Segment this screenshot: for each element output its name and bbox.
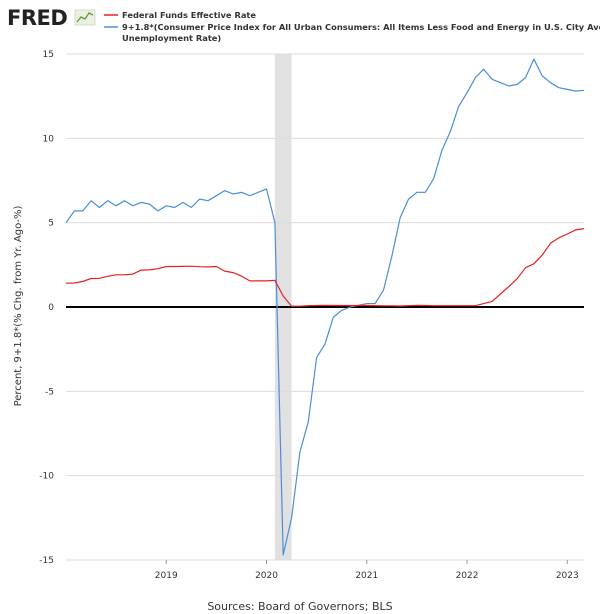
series-lines: [65, 58, 585, 556]
y-tick-label: -15: [39, 556, 54, 566]
x-tick-label: 2021: [355, 571, 378, 581]
fred-logo[interactable]: FRED: [7, 6, 96, 30]
x-axis-ticks: 2019 2020 2021 2022 2023: [155, 560, 579, 581]
y-tick-label: 5: [48, 219, 54, 229]
y-axis-label: Percent, 9+1.8*(% Chg. from Yr. Ago-%): [13, 205, 24, 406]
x-tick-label: 2023: [556, 571, 579, 581]
fred-logo-graph-icon: [74, 9, 96, 26]
y-tick-label: 15: [43, 50, 54, 60]
sources-note: Sources: Board of Governors; BLS: [207, 600, 392, 613]
legend-label-series-0: Federal Funds Effective Rate: [122, 10, 256, 20]
y-axis-ticks: 15 10 5 0 -5 -10 -15: [39, 50, 54, 566]
grid-lines: [66, 53, 584, 561]
fred-logo-text: FRED: [7, 6, 67, 30]
plot-area: 15 10 5 0 -5 -10 -15 2019 2020 2021 2022 2023: [39, 50, 585, 581]
series-line-0: [65, 228, 585, 307]
legend: Federal Funds Effective Rate 9+1.8*(Cons…: [104, 10, 600, 43]
y-tick-label: -10: [39, 472, 54, 482]
legend-label-series-1-line2: Unemployment Rate): [122, 33, 221, 43]
x-tick-label: 2020: [255, 571, 278, 581]
legend-label-series-1-line1: 9+1.8*(Consumer Price Index for All Urba…: [122, 22, 600, 32]
y-tick-label: 10: [43, 134, 55, 144]
y-tick-label: -5: [45, 387, 54, 397]
x-tick-label: 2022: [456, 571, 479, 581]
x-tick-label: 2019: [155, 571, 178, 581]
series-line-1: [65, 58, 585, 556]
y-tick-label: 0: [48, 303, 54, 313]
